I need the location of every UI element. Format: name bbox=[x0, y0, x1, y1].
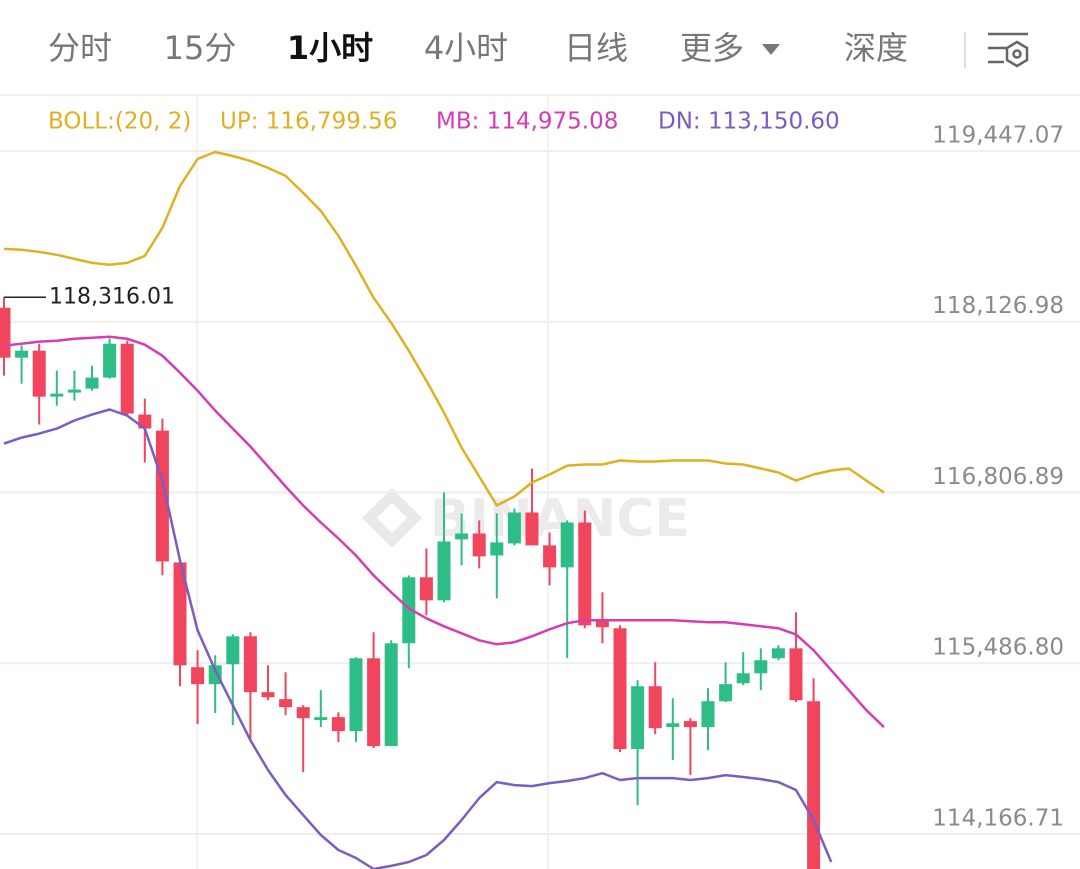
candle-body bbox=[384, 643, 398, 747]
icon-hex bbox=[1005, 40, 1029, 68]
tab[interactable]: 更多 bbox=[680, 29, 744, 67]
candle-body bbox=[367, 658, 381, 747]
candle-body bbox=[754, 660, 768, 674]
candle-body bbox=[807, 701, 821, 869]
candle-body bbox=[771, 648, 785, 659]
candle-body bbox=[525, 512, 539, 546]
candle-body bbox=[736, 673, 750, 684]
y-tick-label: 114,166.71 bbox=[932, 805, 1064, 831]
tab[interactable]: 深度 bbox=[844, 29, 908, 67]
boll-line bbox=[3, 150, 885, 507]
candle-body bbox=[50, 393, 64, 397]
y-tick-label: 115,486.80 bbox=[932, 635, 1064, 661]
watermark-text: BINANCE bbox=[430, 489, 690, 549]
candle-body bbox=[120, 343, 134, 414]
candle-body bbox=[560, 522, 574, 568]
candle-body bbox=[331, 717, 345, 732]
y-tick-label: 119,447.07 bbox=[932, 122, 1064, 148]
watermark-logo bbox=[362, 488, 422, 548]
tab[interactable]: 4小时 bbox=[424, 29, 508, 67]
candle-body bbox=[314, 717, 328, 721]
candle-body bbox=[437, 541, 451, 601]
candle-body bbox=[226, 636, 240, 665]
tab[interactable]: 分时 bbox=[48, 29, 112, 67]
plot bbox=[0, 150, 885, 869]
candle-body bbox=[419, 577, 433, 601]
candle-body bbox=[455, 533, 469, 540]
candle-body bbox=[648, 686, 662, 729]
candle-body bbox=[666, 723, 680, 728]
candle-body bbox=[789, 648, 803, 701]
candle-body bbox=[543, 545, 557, 568]
boll-line bbox=[3, 408, 833, 869]
candle-body bbox=[279, 699, 293, 708]
candle-body bbox=[490, 542, 504, 556]
settings-icon[interactable] bbox=[988, 32, 1029, 68]
candle-body bbox=[67, 389, 81, 393]
candle-body bbox=[243, 636, 257, 693]
candle-body bbox=[85, 377, 99, 389]
legend-item: DN: 113,150.60 bbox=[658, 109, 840, 135]
candle-body bbox=[155, 430, 169, 562]
tab-bar: 分时 15分 1小时 4小时 日线 更多 深度 bbox=[48, 29, 908, 67]
candle-body bbox=[349, 658, 363, 732]
candle-body bbox=[261, 692, 275, 698]
dropdown-caret[interactable] bbox=[762, 44, 780, 55]
candle-body bbox=[719, 684, 733, 702]
candle-body bbox=[507, 512, 521, 544]
icon-dot bbox=[1012, 49, 1022, 59]
boll-line bbox=[3, 335, 885, 729]
candle-body bbox=[402, 577, 416, 644]
tab[interactable]: 1小时 bbox=[287, 29, 373, 67]
legend-item: MB: 114,975.08 bbox=[436, 109, 618, 135]
candle-body bbox=[0, 307, 11, 358]
candle-body bbox=[103, 343, 117, 378]
candle-body bbox=[578, 522, 592, 626]
candle-body bbox=[15, 350, 29, 358]
candle-body bbox=[683, 721, 697, 728]
candle-body bbox=[173, 562, 187, 666]
y-tick-label: 116,806.89 bbox=[932, 464, 1064, 490]
labels: BOLL:(20, 2) UP: 116,799.56 MB: 114,975.08… bbox=[48, 109, 1064, 832]
candle-body bbox=[631, 686, 645, 750]
y-tick-label: 118,126.98 bbox=[932, 293, 1064, 319]
candle-body bbox=[296, 707, 310, 719]
watermark: BINANCE bbox=[362, 488, 690, 549]
high-marker-label: 118,316.01 bbox=[49, 284, 175, 309]
candle-body bbox=[472, 533, 486, 557]
candle-body bbox=[701, 701, 715, 728]
tab[interactable]: 15分 bbox=[164, 29, 237, 67]
candle-body bbox=[595, 621, 609, 628]
legend-item: BOLL:(20, 2) bbox=[48, 109, 191, 135]
tab[interactable]: 日线 bbox=[564, 29, 628, 67]
candle-body bbox=[32, 350, 46, 397]
candle-body bbox=[191, 667, 205, 685]
candle-body bbox=[613, 628, 627, 750]
legend-item: UP: 116,799.56 bbox=[220, 109, 397, 135]
